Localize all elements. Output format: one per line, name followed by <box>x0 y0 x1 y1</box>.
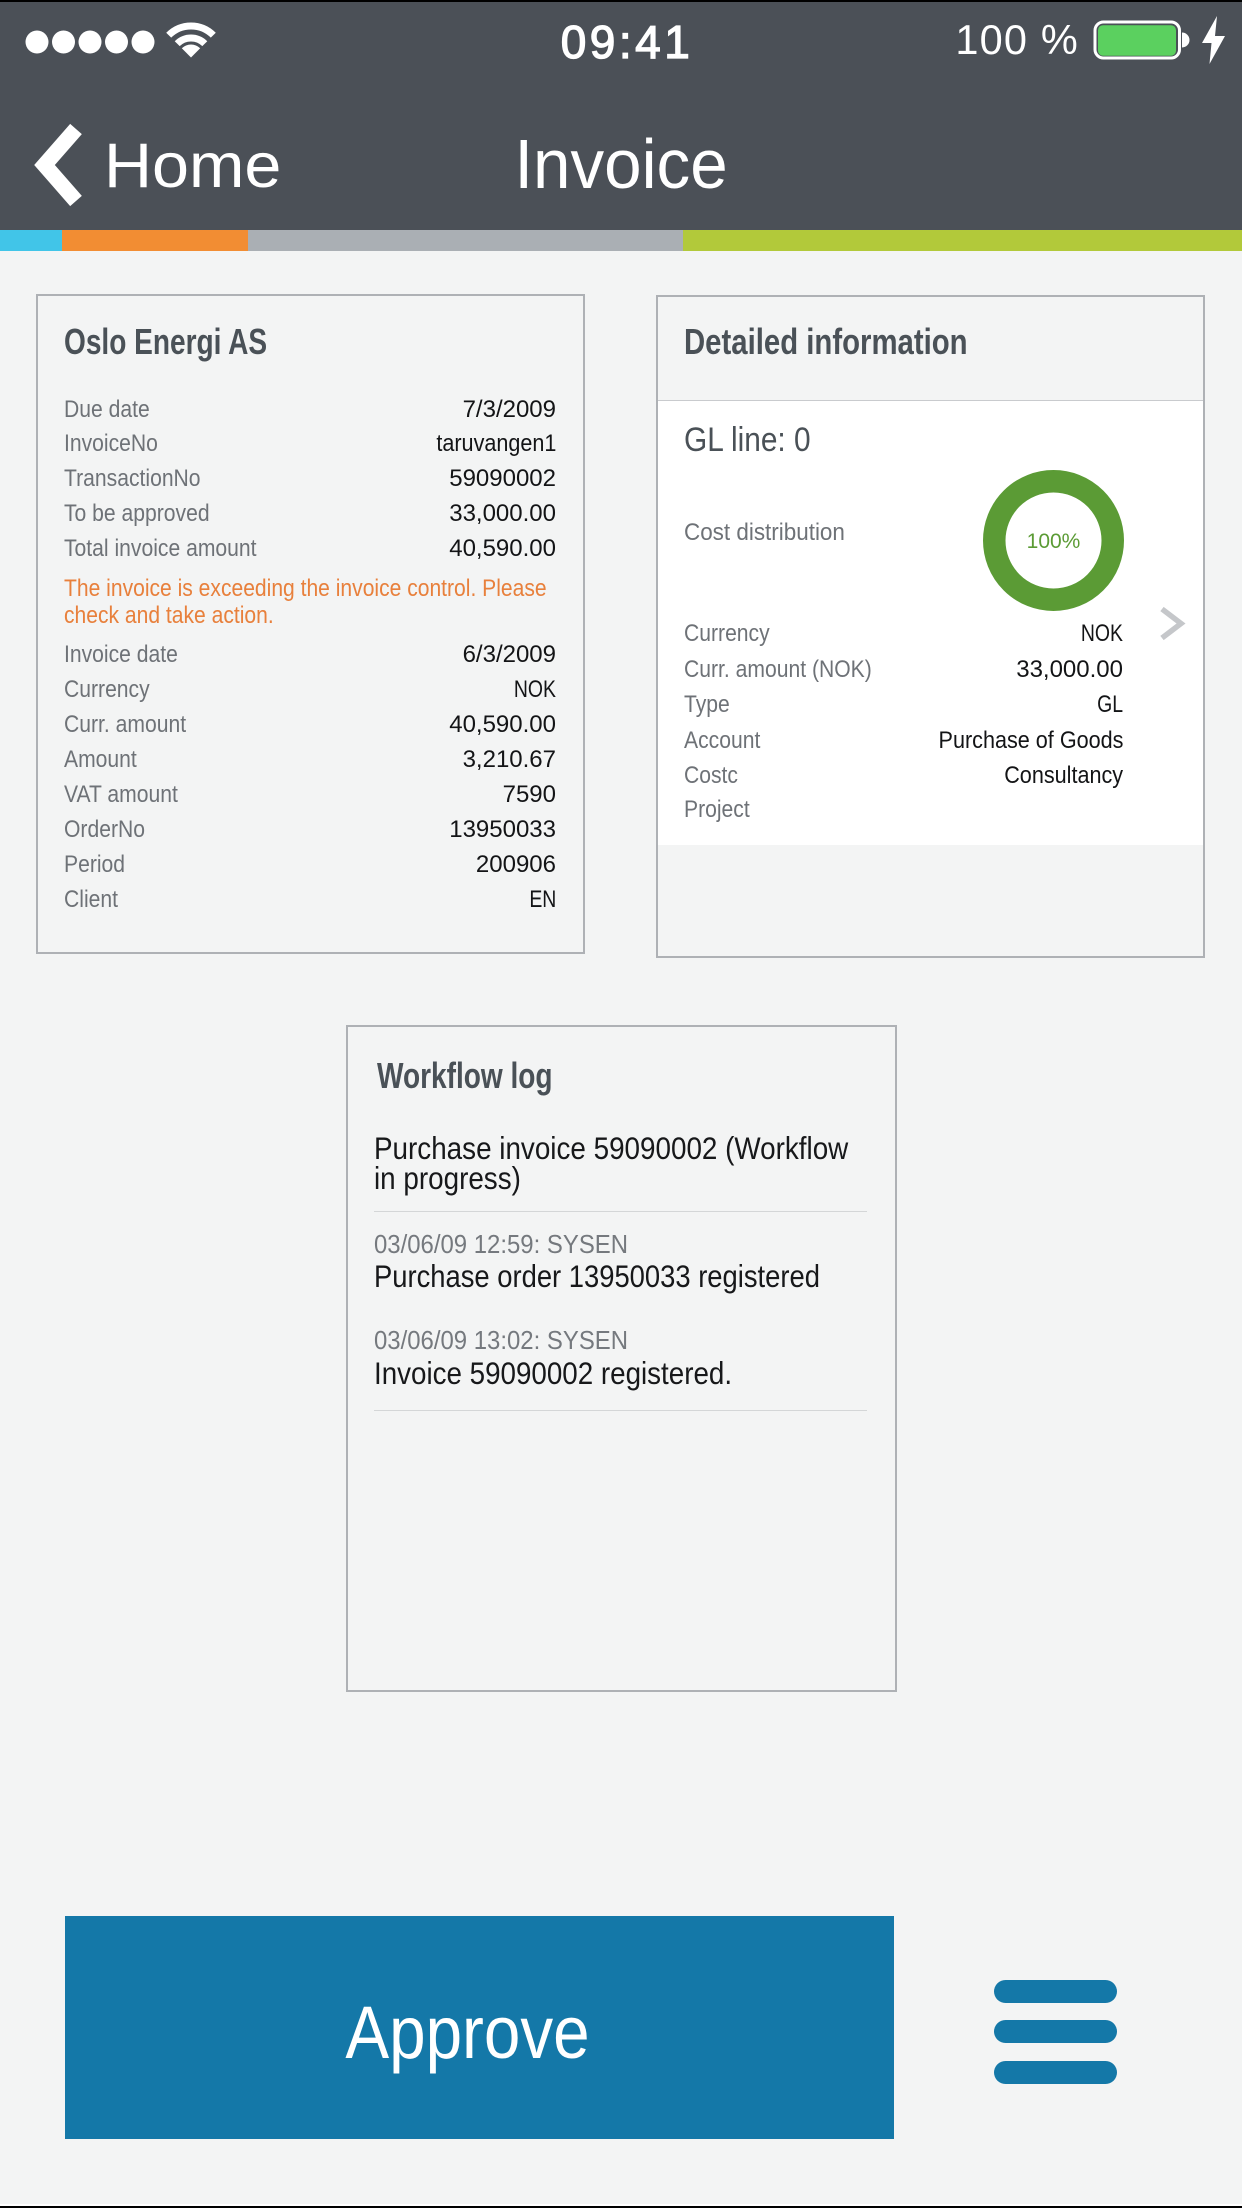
svg-text:100%: 100% <box>1027 530 1081 553</box>
